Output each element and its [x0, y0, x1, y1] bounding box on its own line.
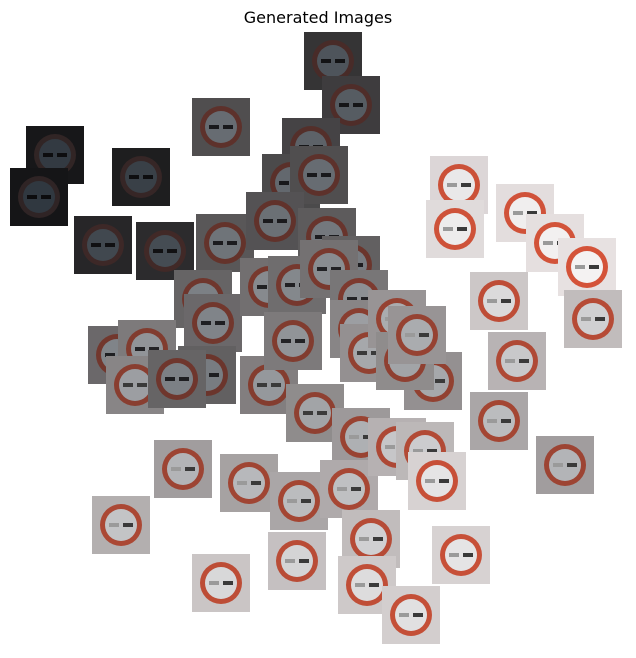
generated-image-thumbnail [558, 238, 616, 296]
no-overtaking-sign-image [488, 332, 546, 390]
no-overtaking-sign-image [192, 98, 250, 156]
no-overtaking-sign-image [432, 526, 490, 584]
generated-image-thumbnail [564, 290, 622, 348]
generated-image-thumbnail [470, 392, 528, 450]
no-overtaking-sign-image [300, 240, 358, 298]
generated-image-thumbnail [148, 350, 206, 408]
generated-image-thumbnail [270, 472, 328, 530]
generated-image-thumbnail [112, 148, 170, 206]
generated-image-thumbnail [192, 98, 250, 156]
generated-image-thumbnail [470, 272, 528, 330]
generated-image-thumbnail [10, 168, 68, 226]
generated-image-thumbnail [192, 554, 250, 612]
generated-image-thumbnail [154, 440, 212, 498]
generated-image-thumbnail [526, 214, 584, 272]
no-overtaking-sign-image [426, 200, 484, 258]
no-overtaking-sign-image [408, 452, 466, 510]
generated-image-thumbnail [74, 216, 132, 274]
no-overtaking-sign-image [558, 238, 616, 296]
no-overtaking-sign-image [564, 290, 622, 348]
generated-image-thumbnail [268, 532, 326, 590]
generated-image-thumbnail [264, 312, 322, 370]
no-overtaking-sign-image [148, 350, 206, 408]
no-overtaking-sign-image [112, 148, 170, 206]
no-overtaking-sign-image [10, 168, 68, 226]
no-overtaking-sign-image [470, 392, 528, 450]
no-overtaking-sign-image [154, 440, 212, 498]
no-overtaking-sign-image [196, 214, 254, 272]
generated-image-thumbnail [246, 192, 304, 250]
no-overtaking-sign-image [382, 586, 440, 644]
no-overtaking-sign-image [268, 532, 326, 590]
no-overtaking-sign-image [246, 192, 304, 250]
no-overtaking-sign-image [322, 76, 380, 134]
generated-image-thumbnail [536, 436, 594, 494]
no-overtaking-sign-image [270, 472, 328, 530]
generated-image-thumbnail [408, 452, 466, 510]
generated-image-thumbnail [426, 200, 484, 258]
generated-image-thumbnail [220, 454, 278, 512]
figure-title: Generated Images [243, 8, 393, 27]
generated-image-thumbnail [382, 586, 440, 644]
generated-image-thumbnail [388, 306, 446, 364]
no-overtaking-sign-image [192, 554, 250, 612]
generated-image-thumbnail [322, 76, 380, 134]
generated-image-thumbnail [136, 222, 194, 280]
no-overtaking-sign-image [264, 312, 322, 370]
no-overtaking-sign-image [388, 306, 446, 364]
no-overtaking-sign-image [220, 454, 278, 512]
generated-image-thumbnail [300, 240, 358, 298]
no-overtaking-sign-image [536, 436, 594, 494]
no-overtaking-sign-image [92, 496, 150, 554]
no-overtaking-sign-image [136, 222, 194, 280]
generated-image-thumbnail [184, 294, 242, 352]
no-overtaking-sign-image [470, 272, 528, 330]
no-overtaking-sign-image [184, 294, 242, 352]
generated-image-thumbnail [196, 214, 254, 272]
generated-image-thumbnail [92, 496, 150, 554]
generated-image-thumbnail [432, 526, 490, 584]
generated-image-thumbnail [488, 332, 546, 390]
no-overtaking-sign-image [526, 214, 584, 272]
no-overtaking-sign-image [74, 216, 132, 274]
